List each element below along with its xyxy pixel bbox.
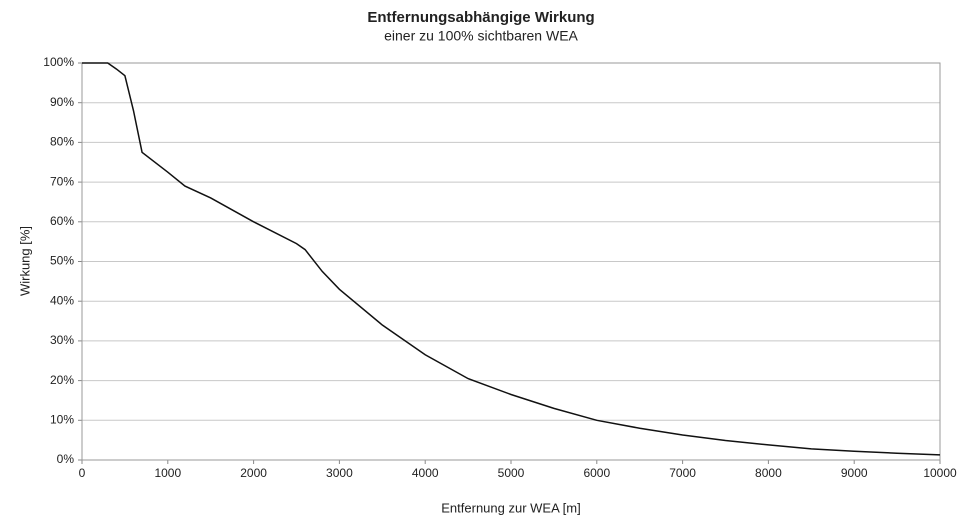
x-tick-label: 7000: [669, 466, 696, 480]
x-tick-label: 2000: [240, 466, 267, 480]
plot-frame: [81, 62, 941, 461]
y-tick-label: 80%: [50, 135, 74, 149]
chart-subtitle: einer zu 100% sichtbaren WEA: [384, 28, 578, 44]
x-tick-label: 8000: [755, 466, 782, 480]
y-tick-label: 50%: [50, 254, 74, 268]
x-axis-label: Entfernung zur WEA [m]: [441, 500, 580, 515]
y-tick-label: 40%: [50, 293, 74, 307]
y-axis-label: Wirkung [%]: [17, 226, 32, 296]
x-tick-label: 5000: [498, 466, 525, 480]
y-tick-label: 10%: [50, 412, 74, 426]
y-tick-label: 30%: [50, 333, 74, 347]
y-tick-label: 70%: [50, 174, 74, 188]
chart-title: Entfernungsabhängige Wirkung: [367, 9, 594, 26]
data-line: [82, 62, 941, 456]
x-tick-label: 1000: [154, 466, 181, 480]
y-tick-label: 100%: [43, 55, 74, 69]
x-tick-label: 6000: [583, 466, 610, 480]
x-tick-label: 0: [79, 466, 86, 480]
x-tick-label: 3000: [326, 466, 353, 480]
y-tick-label: 20%: [50, 373, 74, 387]
y-tick-label: 60%: [50, 214, 74, 228]
y-tick-label: 0%: [57, 452, 75, 466]
x-tick-label: 9000: [841, 466, 868, 480]
x-tick-label: 10000: [923, 466, 957, 480]
y-tick-label: 90%: [50, 95, 74, 109]
x-tick-label: 4000: [412, 466, 439, 480]
